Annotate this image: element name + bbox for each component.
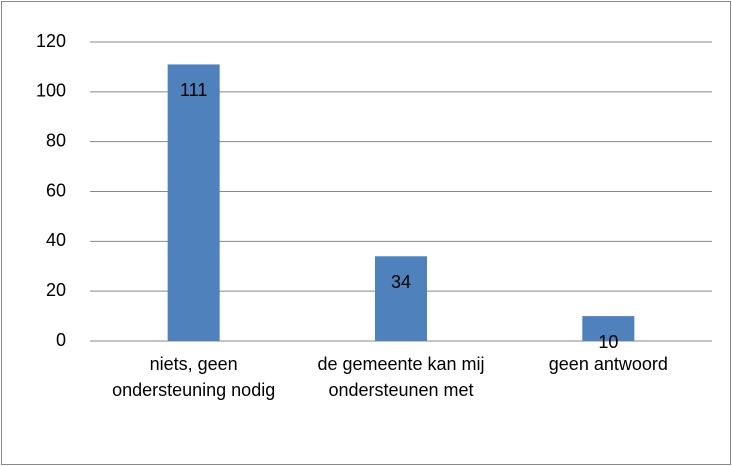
y-tick-label: 80 bbox=[46, 130, 66, 150]
x-tick-label: geen antwoord bbox=[548, 354, 668, 374]
bar bbox=[375, 256, 427, 341]
bar bbox=[167, 64, 220, 342]
y-tick-label: 100 bbox=[36, 81, 66, 101]
data-label: 10 bbox=[598, 332, 618, 352]
bar bbox=[582, 316, 635, 341]
y-tick-label: 120 bbox=[36, 31, 66, 51]
x-tick-label: niets, geen ondersteuning nodig bbox=[112, 354, 276, 400]
data-label: 34 bbox=[391, 272, 411, 292]
x-tick-label: de gemeente kan mij ondersteunen met bbox=[317, 354, 485, 400]
data-label: 111 bbox=[180, 80, 207, 100]
y-tick-label: 20 bbox=[46, 280, 66, 300]
y-tick-label: 40 bbox=[46, 230, 66, 250]
y-tick-label: 0 bbox=[56, 330, 66, 350]
y-tick-label: 60 bbox=[46, 180, 66, 200]
